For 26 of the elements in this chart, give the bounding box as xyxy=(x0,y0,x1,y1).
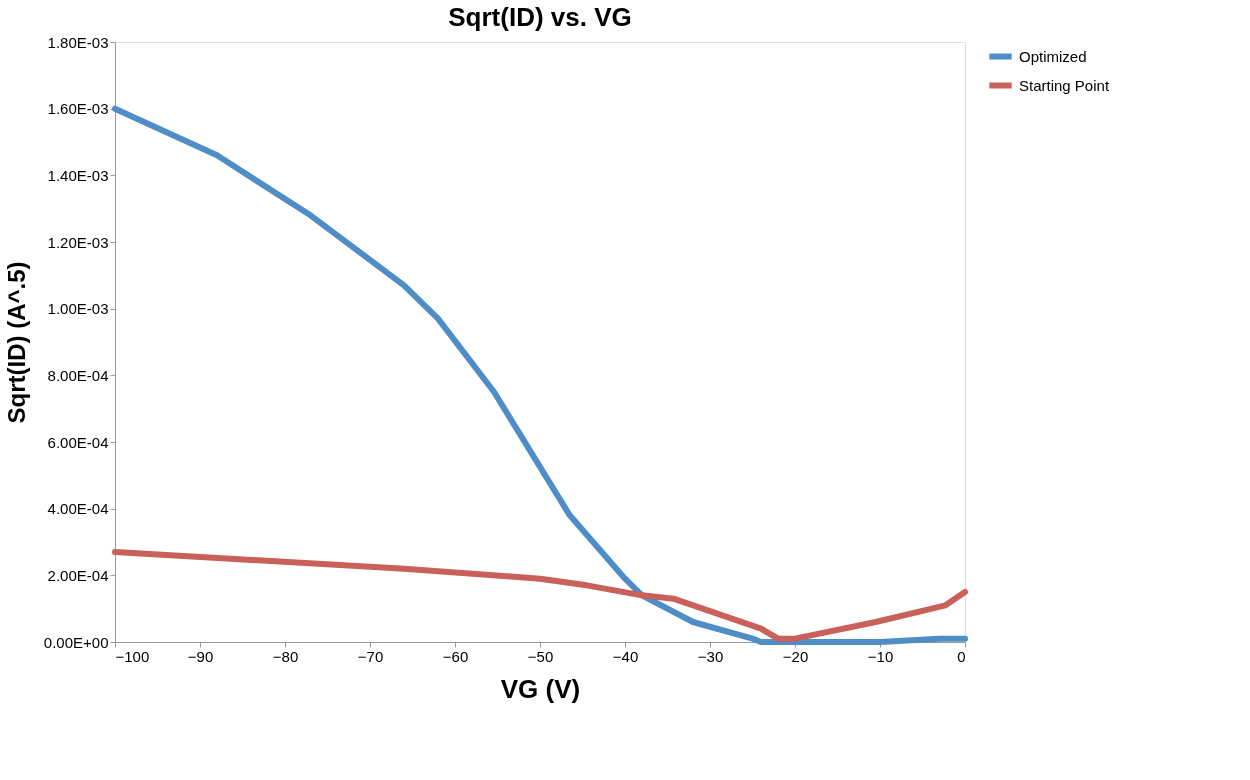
y-axis-title: Sqrt(ID) (A^.5) xyxy=(2,261,30,424)
y-tick-label: 1.00E-03 xyxy=(47,300,109,318)
x-tick-label: −80 xyxy=(272,647,299,665)
x-tick-label: 0 xyxy=(957,647,966,665)
x-tick-label: −60 xyxy=(442,647,469,665)
y-tick-label: 2.00E-04 xyxy=(47,566,109,584)
y-tick-label: 1.80E-03 xyxy=(47,33,109,51)
x-tick-label: −10 xyxy=(867,647,894,665)
y-tick-label: 1.60E-03 xyxy=(47,100,109,118)
legend-label: Starting Point xyxy=(1019,76,1110,94)
x-tick-label: −20 xyxy=(782,647,809,665)
y-tick-label: 1.20E-03 xyxy=(47,233,109,251)
x-tick-label: −70 xyxy=(357,647,384,665)
y-tick-label: 0.00E+00 xyxy=(43,633,109,651)
y-tick-label: 1.40E-03 xyxy=(47,166,109,184)
y-tick-label: 6.00E-04 xyxy=(47,433,109,451)
x-tick-label: −30 xyxy=(697,647,724,665)
x-tick-label: −40 xyxy=(612,647,639,665)
y-tick-label: 8.00E-04 xyxy=(47,366,109,384)
y-tick-label: 4.00E-04 xyxy=(47,500,109,518)
legend-label: Optimized xyxy=(1019,47,1087,65)
x-axis-title: VG (V) xyxy=(500,673,581,704)
x-tick-label: −50 xyxy=(527,647,554,665)
x-tick-label: −100 xyxy=(115,647,150,665)
x-tick-label: −90 xyxy=(187,647,214,665)
chart-title: Sqrt(ID) vs. VG xyxy=(448,2,632,32)
